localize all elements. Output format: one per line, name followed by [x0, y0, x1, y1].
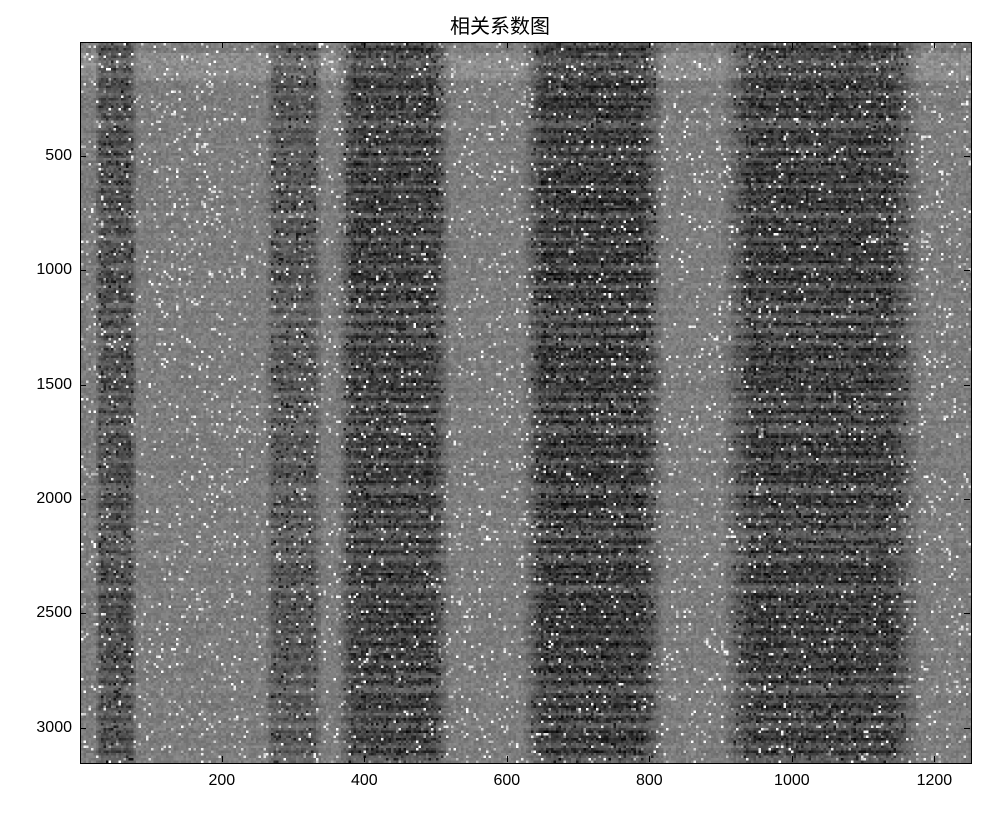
y-tick-label: 3000 [0, 719, 72, 737]
heatmap-canvas [81, 43, 971, 763]
x-tick-label: 600 [493, 772, 520, 790]
heatmap-plot-area [80, 42, 972, 764]
x-tick-label: 200 [208, 772, 235, 790]
x-tick-label: 800 [636, 772, 663, 790]
y-tick-label: 2000 [0, 490, 72, 508]
x-tick-label: 1000 [774, 772, 810, 790]
x-tick-label: 1200 [917, 772, 953, 790]
y-axis-tick-labels: 500 1000 1500 2000 2500 3000 [0, 42, 72, 762]
x-tick-label: 400 [351, 772, 378, 790]
y-tick-label: 1000 [0, 261, 72, 279]
y-tick-label: 2500 [0, 604, 72, 622]
chart-title: 相关系数图 [0, 10, 1000, 39]
x-axis-tick-labels: 200 400 600 800 1000 1200 [80, 764, 970, 804]
y-tick-label: 500 [0, 147, 72, 165]
y-tick-label: 1500 [0, 376, 72, 394]
figure-container: 相关系数图 500 1000 1500 2000 2500 3000 200 400 600 8… [0, 0, 1000, 815]
